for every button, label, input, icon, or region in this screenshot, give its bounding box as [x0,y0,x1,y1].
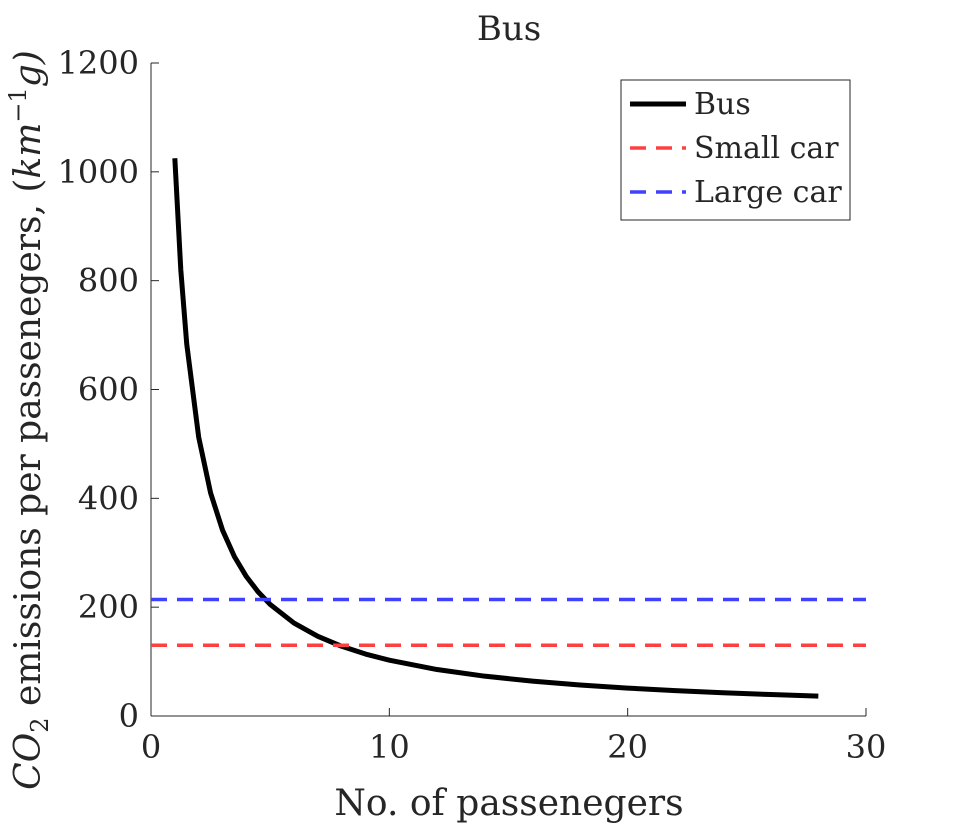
legend-label: Large car [694,175,842,210]
axes: 0 10 20 30 0 200 400 600 800 1000 1200 [58,44,887,766]
y-label-subscript: 2 [26,717,54,732]
y-tick-label: 1200 [58,44,139,82]
x-tick-label: 10 [369,728,410,766]
y-tick-label: 600 [78,371,139,409]
x-ticks: 0 10 20 30 [141,708,887,766]
y-axis-label: CO2 emissions per passenegers, (km−1g) [4,50,54,790]
series-line-bus [172,158,819,699]
y-tick-label: 800 [78,262,139,300]
x-tick-label: 30 [846,728,887,766]
y-label-superscript: −1 [4,87,32,122]
x-tick-label: 20 [607,728,648,766]
chart-title: Bus [477,9,541,49]
legend: Bus Small car Large car [620,79,851,221]
y-tick-label: 200 [78,588,139,626]
y-tick-label: 0 [119,697,139,735]
x-tick-label: 0 [141,728,161,766]
y-label-unit-base: km [8,123,49,179]
y-tick-label: 1000 [58,153,139,191]
legend-label: Small car [694,131,839,166]
y-tick-label: 400 [78,479,139,517]
y-label-unit-tail: g) [8,50,49,87]
y-label-middle: emissions per passenegers, ( [8,179,49,718]
legend-label: Bus [694,87,751,122]
x-axis-label: No. of passenegers [334,783,683,824]
y-ticks: 0 200 400 600 800 1000 1200 [58,44,159,735]
series-layer [151,158,866,699]
y-label-co: CO [8,733,49,790]
